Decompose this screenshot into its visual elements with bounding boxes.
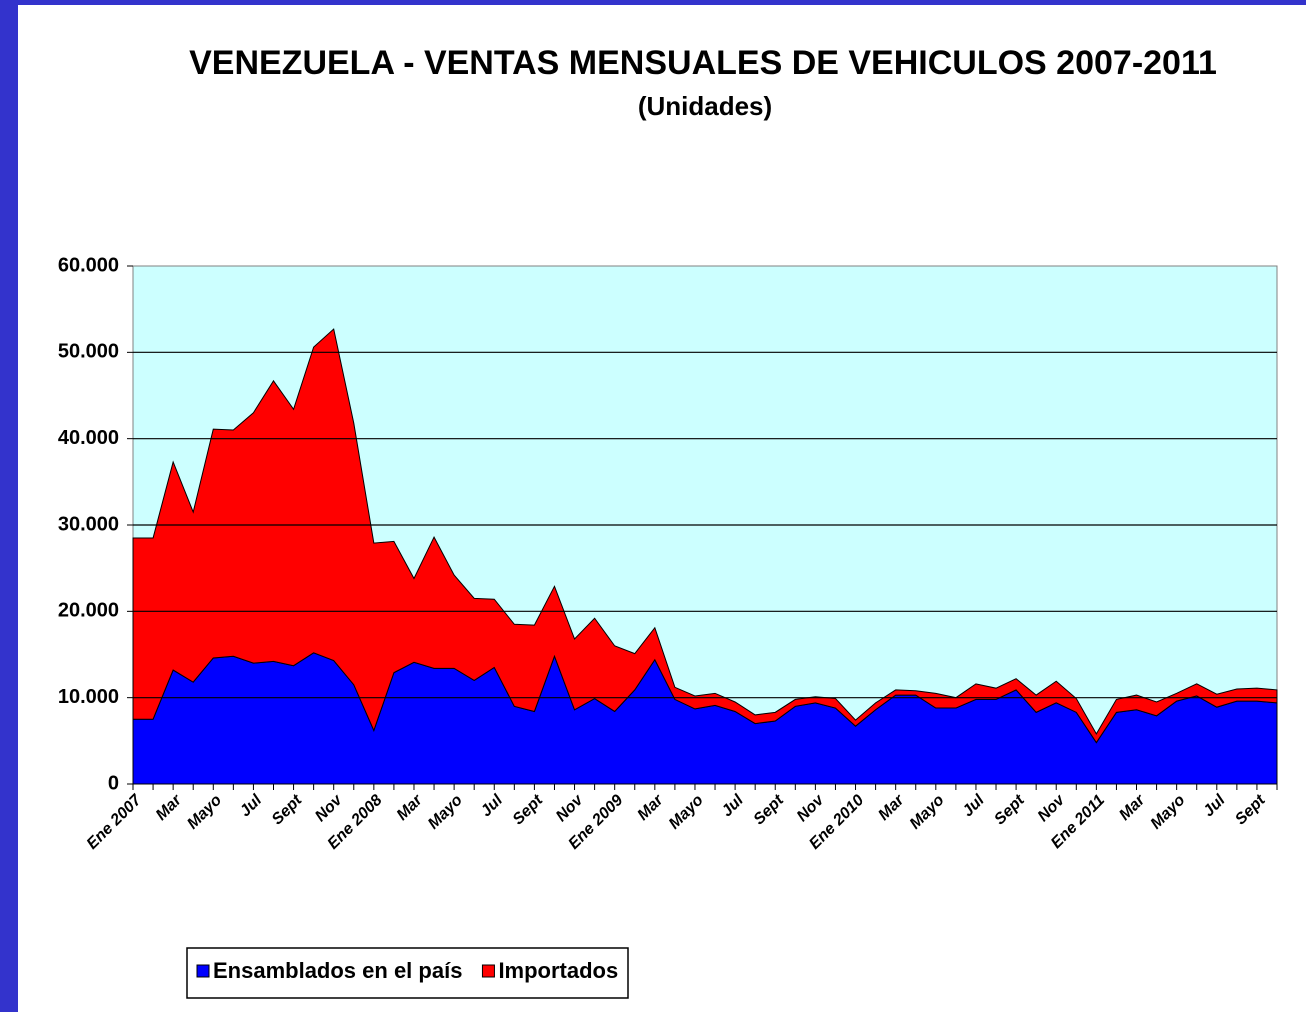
y-tick-label: 60.000 [58,254,119,276]
y-tick-label: 10.000 [58,686,119,708]
y-tick-label: 40.000 [58,427,119,449]
y-tick-label: 30.000 [58,513,119,535]
legend-swatch [481,964,495,978]
area [132,328,1278,744]
y-tick-label: 50.000 [58,341,119,363]
chart-subtitle: (Unidades) [638,91,772,121]
y-tick-label: 0 [108,772,119,794]
legend-label: Ensamblados en el país [213,958,462,983]
legend-swatch [196,964,210,978]
chart-title: VENEZUELA - VENTAS MENSUALES DE VEHICULO… [189,44,1217,82]
y-tick-label: 20.000 [58,600,119,622]
legend-label: Importados [498,958,618,983]
legend-box [186,947,629,999]
